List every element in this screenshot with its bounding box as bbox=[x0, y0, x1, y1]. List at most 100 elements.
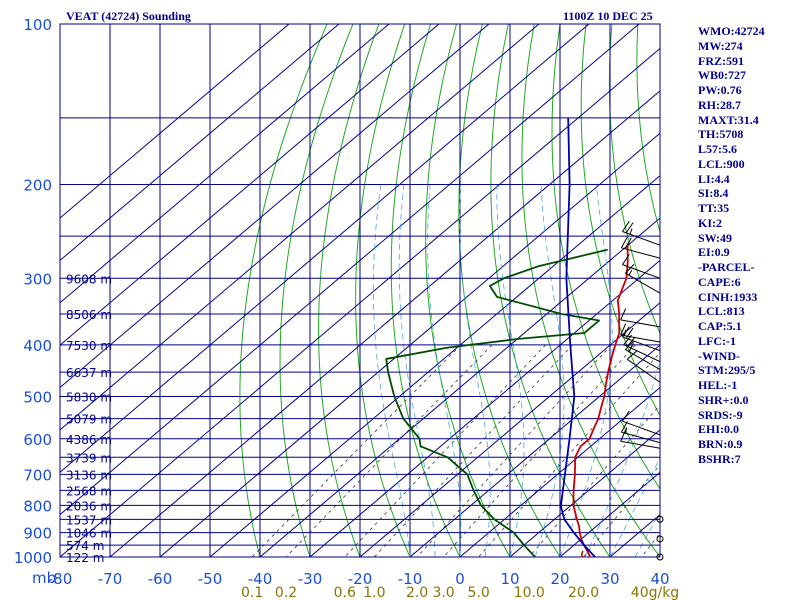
dry-adiabat bbox=[318, 24, 380, 557]
index-item: -WIND- bbox=[698, 348, 740, 363]
surface-marker bbox=[580, 550, 586, 557]
barb-flag bbox=[620, 323, 627, 336]
temperature-tick-label: -10 bbox=[398, 570, 423, 588]
isotherm bbox=[60, 24, 390, 304]
barb-flag bbox=[621, 254, 630, 265]
height-label: 3136 m bbox=[66, 468, 112, 482]
barb-flag bbox=[625, 222, 634, 234]
index-item: FRZ:591 bbox=[698, 53, 744, 68]
index-item: SRDS:-9 bbox=[698, 407, 743, 422]
isotherm bbox=[60, 24, 490, 389]
index-item: LI:4.4 bbox=[698, 171, 730, 186]
mixing-ratio-label: 2.0 bbox=[406, 585, 428, 600]
height-label: 2036 m bbox=[66, 499, 112, 513]
height-label: 7530 m bbox=[66, 339, 112, 353]
pressure-tick-label: 100 bbox=[23, 16, 52, 34]
wind-barb bbox=[626, 350, 661, 383]
isotherm bbox=[60, 24, 290, 219]
temperature-tick-label: 0 bbox=[455, 570, 465, 588]
moist-adiabat bbox=[459, 184, 491, 557]
index-item: WB0:727 bbox=[698, 68, 746, 83]
moist-adiabat bbox=[427, 184, 462, 557]
temperature-line bbox=[572, 243, 629, 557]
index-item: SHR+:0.0 bbox=[698, 392, 749, 407]
barb-flag bbox=[620, 308, 627, 321]
barb-staff bbox=[623, 344, 661, 363]
index-item: MW:274 bbox=[698, 38, 743, 53]
wind-barb bbox=[656, 553, 664, 561]
height-label: 4386 m bbox=[66, 433, 112, 447]
pressure-tick-label: 300 bbox=[23, 270, 52, 288]
wind-barb bbox=[621, 410, 661, 436]
pressure-tick-label: 700 bbox=[23, 466, 52, 484]
barb-flag bbox=[624, 237, 632, 250]
calm-wind-circle bbox=[656, 535, 664, 543]
isotherm bbox=[60, 24, 540, 431]
pressure-tick-label: 900 bbox=[23, 525, 52, 543]
index-item: L57:5.6 bbox=[698, 142, 737, 156]
isotherm bbox=[60, 47, 660, 557]
height-label: 5079 m bbox=[66, 413, 112, 427]
isotherm bbox=[209, 174, 660, 557]
moist-adiabat bbox=[496, 184, 525, 557]
wind-barb bbox=[624, 340, 661, 371]
y-axis-unit: mb bbox=[32, 569, 56, 587]
wind-barb bbox=[620, 308, 661, 328]
barb-staff bbox=[625, 272, 661, 294]
barb-staff bbox=[620, 440, 661, 449]
dry-adiabat bbox=[551, 24, 660, 490]
temperature-tick-label: 10 bbox=[500, 570, 519, 588]
barb-flag bbox=[621, 326, 630, 338]
index-item: SI:8.4 bbox=[698, 186, 729, 201]
dry-adiabat bbox=[767, 24, 800, 557]
height-label: 2568 m bbox=[66, 484, 112, 498]
temperature-tick-label: -60 bbox=[148, 570, 173, 588]
index-item: LCL:813 bbox=[698, 304, 745, 319]
pressure-tick-label: 1000 bbox=[14, 549, 52, 567]
barb-flag bbox=[621, 220, 630, 232]
barb-half-flag bbox=[629, 228, 633, 235]
index-item: MAXT:31.4 bbox=[698, 112, 759, 127]
mixing-ratio-line bbox=[528, 404, 660, 557]
wind-barb bbox=[620, 236, 661, 259]
calm-wind-circle bbox=[656, 515, 664, 523]
barb-half-flag bbox=[628, 269, 633, 276]
pressure-tick-label: 500 bbox=[23, 389, 52, 407]
dry-adiabat bbox=[355, 24, 411, 557]
temperature-tick-label: -70 bbox=[98, 570, 123, 588]
height-label: 9608 m bbox=[66, 272, 112, 286]
index-item: LCL:900 bbox=[698, 156, 745, 171]
wind-barb bbox=[623, 334, 661, 363]
index-item: WMO:42724 bbox=[698, 24, 765, 38]
barb-staff bbox=[621, 247, 661, 259]
isotherm bbox=[309, 259, 660, 557]
barb-staff bbox=[622, 420, 661, 436]
index-item: EI:0.9 bbox=[698, 245, 730, 260]
barb-flag bbox=[620, 429, 627, 442]
temperature-tick-label: -20 bbox=[348, 570, 373, 588]
mixing-ratio-label: 20.0 bbox=[568, 585, 599, 600]
barb-flag bbox=[621, 410, 630, 422]
index-item: CAPE:6 bbox=[698, 274, 741, 289]
dry-adiabat bbox=[390, 24, 461, 557]
temperature-tick-label: -80 bbox=[48, 570, 73, 588]
plot-frame bbox=[59, 23, 661, 558]
index-item: HEL:-1 bbox=[698, 378, 738, 392]
barb-flag bbox=[624, 340, 635, 350]
pressure-tick-label: 600 bbox=[23, 431, 52, 449]
temperature-tick-label: -30 bbox=[298, 570, 323, 588]
index-item: TH:5708 bbox=[698, 127, 744, 142]
index-item: -PARCEL- bbox=[698, 260, 755, 274]
temperature-tick-label: 40 bbox=[650, 570, 669, 588]
pressure-tick-label: 200 bbox=[23, 176, 52, 194]
mixing-ratio-label: 0.6 bbox=[334, 585, 356, 600]
barb-half-flag bbox=[628, 346, 633, 352]
mixing-ratio-label: 40g/kg bbox=[631, 585, 679, 600]
temperature-tick-label: -40 bbox=[248, 570, 273, 588]
index-item: SW:49 bbox=[698, 230, 733, 245]
height-label: 1537 m bbox=[66, 513, 112, 527]
mixing-ratio-label: 5.0 bbox=[467, 585, 489, 600]
barb-flag bbox=[626, 350, 637, 360]
